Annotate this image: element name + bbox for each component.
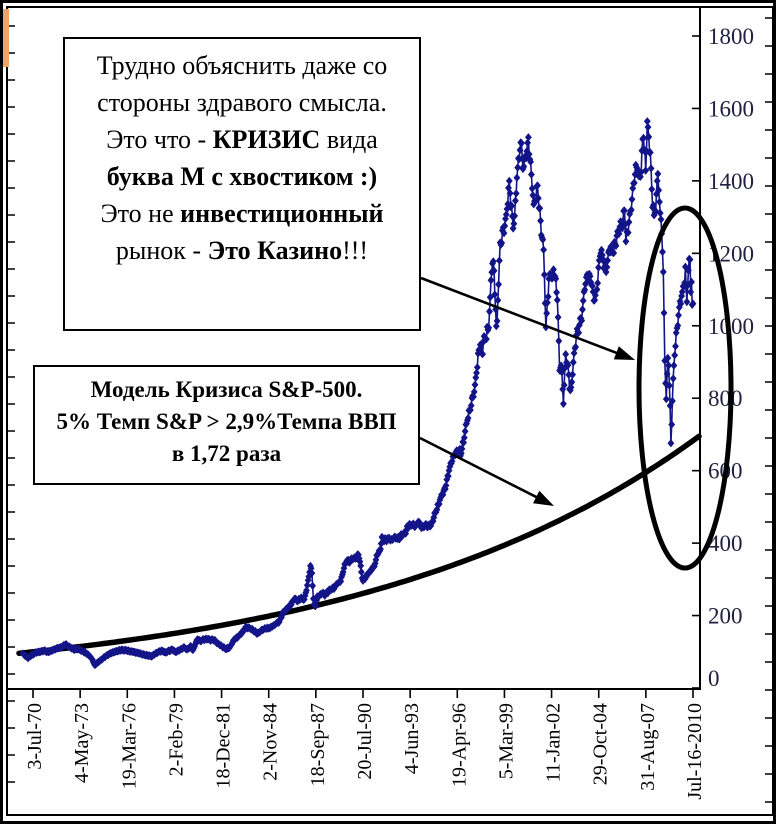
note-line: Модель Кризиса S&P-500. xyxy=(90,377,363,402)
chart-frame xyxy=(6,6,774,816)
x-tick-label: 18-Dec-81 xyxy=(213,703,235,789)
y-tick-label: 0 xyxy=(708,666,720,691)
annotation-arrows xyxy=(419,276,635,506)
chart-canvas: 0200400600800100012001400160018003-Jul-7… xyxy=(6,6,774,816)
x-tick-label: 2-Nov-84 xyxy=(260,703,282,781)
model-curve xyxy=(16,433,702,657)
note-line: буква М с хвостиком :) xyxy=(106,162,378,191)
y-tick-label: 800 xyxy=(708,386,743,411)
note-line: 5% Темп S&P > 2,9%Темпа ВВП xyxy=(56,409,397,434)
x-tick-label: Jul-16-2010 xyxy=(684,703,706,800)
x-tick-label: 11-Jan-02 xyxy=(543,703,565,782)
crisis-ellipse xyxy=(636,205,734,571)
x-tick-label: 19-Apr-96 xyxy=(448,703,470,787)
arrow-to-ellipse-line xyxy=(420,276,625,357)
x-tick-label: 31-Aug-07 xyxy=(637,703,659,791)
note-line: стороны здравого смысла. xyxy=(97,88,387,117)
annotation-box-model: Модель Кризиса S&P-500. 5% Темп S&P > 2,9… xyxy=(33,365,420,485)
sp500-series xyxy=(19,117,697,670)
sp500-diamond-markers xyxy=(19,117,697,670)
x-tick-label: 29-Oct-04 xyxy=(590,703,612,785)
x-tick-label: 5-Mar-99 xyxy=(495,703,517,779)
x-tick-label: 19-Mar-76 xyxy=(118,703,140,789)
frame-ruler-ticks xyxy=(7,17,773,803)
note-line: Это не инвестиционный xyxy=(100,199,384,228)
note-line: рынок - Это Казино!!! xyxy=(115,236,369,265)
arrow-to-ellipse-head xyxy=(613,346,635,360)
x-tick-label: 4-May-73 xyxy=(71,703,93,783)
note-line: в 1,72 раза xyxy=(171,441,282,466)
y-tick-label: 1400 xyxy=(708,169,754,194)
annotation-box-casino: Трудно объяснить даже со стороны здравого… xyxy=(63,37,421,331)
y-tick-label: 1800 xyxy=(708,24,754,49)
y-tick-label: 200 xyxy=(708,604,743,629)
x-tick-label: 18-Sep-87 xyxy=(307,703,329,786)
x-tick-label: 2-Feb-79 xyxy=(165,703,187,776)
orange-edge-sliver xyxy=(3,9,9,67)
x-tick-label: 3-Jul-70 xyxy=(24,703,46,770)
x-tick-label: 20-Jul-90 xyxy=(354,703,376,780)
arrow-to-model-curve-head xyxy=(532,490,554,506)
crisis-ellipse-annotation xyxy=(636,205,734,571)
note-line: Это что - КРИЗИС вида xyxy=(106,125,378,154)
note-line: Трудно объяснить даже со xyxy=(96,51,388,80)
model-exponential-curve xyxy=(16,433,702,657)
arrow-to-model-curve-line xyxy=(419,436,544,502)
y-tick-label: 1600 xyxy=(708,96,754,121)
chart-object-border xyxy=(6,6,774,816)
x-tick-label: 4-Jun-93 xyxy=(401,703,423,774)
